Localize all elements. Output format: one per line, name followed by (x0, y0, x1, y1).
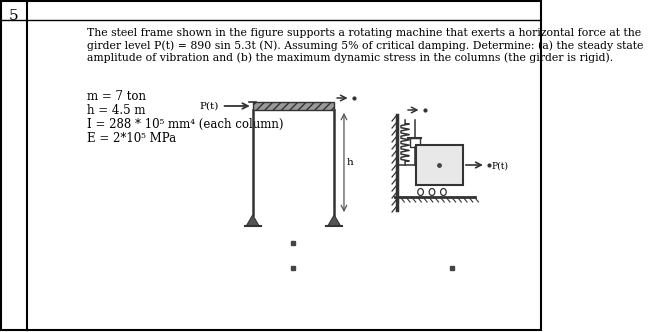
Text: P(t): P(t) (492, 161, 509, 171)
Text: 5: 5 (9, 9, 18, 23)
Text: E = 2*10⁵ MPa: E = 2*10⁵ MPa (87, 132, 176, 145)
Text: m = 7 ton: m = 7 ton (87, 90, 147, 103)
Bar (410, 138, 420, 147)
Text: amplitude of vibration and (b) the maximum dynamic stress in the columns (the gi: amplitude of vibration and (b) the maxim… (87, 52, 613, 62)
Text: h = 4.5 m: h = 4.5 m (87, 104, 146, 117)
Text: P(t): P(t) (200, 102, 219, 111)
Text: The steel frame shown in the figure supports a rotating machine that exerts a ho: The steel frame shown in the figure supp… (87, 28, 641, 38)
Text: h: h (346, 158, 353, 167)
Bar (416, 145, 463, 185)
Polygon shape (246, 215, 259, 226)
Text: girder level P(t) = 890 sin 5.3t (N). Assuming 5% of critical damping. Determine: girder level P(t) = 890 sin 5.3t (N). As… (87, 40, 643, 50)
Circle shape (440, 189, 446, 196)
Circle shape (418, 189, 424, 196)
Text: I = 288 * 10⁵ mm⁴ (each column): I = 288 * 10⁵ mm⁴ (each column) (87, 118, 284, 131)
Circle shape (429, 189, 435, 196)
Bar (252, 102, 334, 110)
Polygon shape (328, 215, 341, 226)
